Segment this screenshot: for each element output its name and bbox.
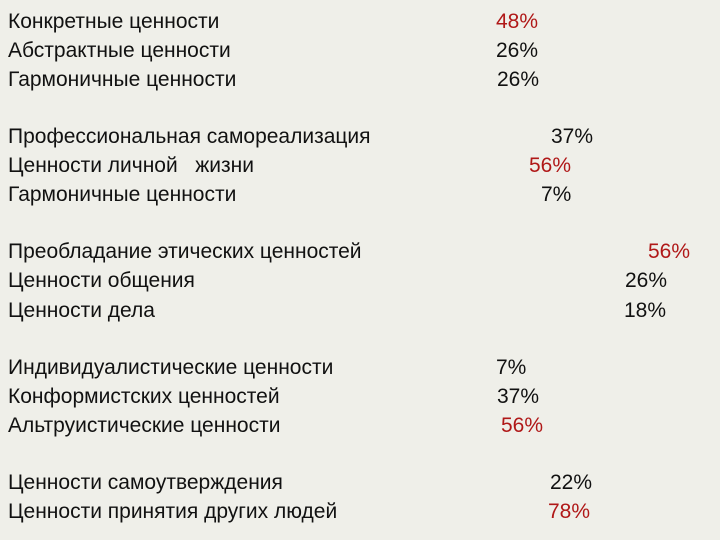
value-label: Абстрактные ценности — [8, 39, 231, 62]
list-item: Гармоничные ценности 26% — [0, 65, 720, 94]
percent-value: 26% — [496, 39, 539, 62]
list-item: Индивидуалистические ценности 7% — [0, 353, 720, 382]
percent-value: 7% — [541, 183, 572, 206]
value-label: Ценности самоутверждения — [8, 471, 283, 494]
list-item: Ценности самоутверждения 22% — [0, 468, 720, 497]
percent-value: 56% — [648, 240, 691, 263]
list-item: Альтруистические ценности 56% — [0, 411, 720, 440]
list-item: Конформистских ценностей 37% — [0, 382, 720, 411]
value-label: Профессиональная самореализация — [8, 125, 371, 148]
value-label: Альтруистические ценности — [8, 414, 281, 437]
percent-value: 48% — [496, 10, 539, 33]
percent-value: 26% — [625, 269, 668, 292]
list-item: Гармоничные ценности 7% — [0, 180, 720, 209]
list-item: Ценности принятия других людей 78% — [0, 497, 720, 526]
value-label: Индивидуалистические ценности — [8, 356, 334, 379]
percent-value: 37% — [497, 385, 540, 408]
value-label: Преобладание этических ценностей — [8, 240, 362, 263]
value-label: Ценности дела — [8, 299, 155, 322]
list-item: Ценности дела 18% — [0, 296, 720, 325]
value-label: Гармоничные ценности — [8, 68, 237, 91]
value-label: Конкретные ценности — [8, 10, 220, 33]
percent-value: 26% — [497, 68, 540, 91]
value-label: Ценности принятия других людей — [8, 500, 338, 523]
list-item: Абстрактные ценности 26% — [0, 36, 720, 65]
value-label: Ценности личной жизни — [8, 154, 254, 177]
value-label: Ценности общения — [8, 269, 195, 292]
list-item: Ценности общения 26% — [0, 266, 720, 295]
list-item: Конкретные ценности 48% — [0, 7, 720, 36]
value-label: Конформистских ценностей — [8, 385, 280, 408]
percent-value: 56% — [529, 154, 572, 177]
percent-value: 56% — [501, 414, 544, 437]
percent-value: 18% — [624, 299, 667, 322]
list-item: Преобладание этических ценностей 56% — [0, 237, 720, 266]
percent-value: 78% — [548, 500, 591, 523]
list-item: Профессиональная самореализация 37% — [0, 122, 720, 151]
percent-value: 7% — [496, 356, 527, 379]
percent-value: 37% — [551, 125, 594, 148]
percent-value: 22% — [550, 471, 593, 494]
list-item: Ценности личной жизни 56% — [0, 151, 720, 180]
value-label: Гармоничные ценности — [8, 183, 237, 206]
